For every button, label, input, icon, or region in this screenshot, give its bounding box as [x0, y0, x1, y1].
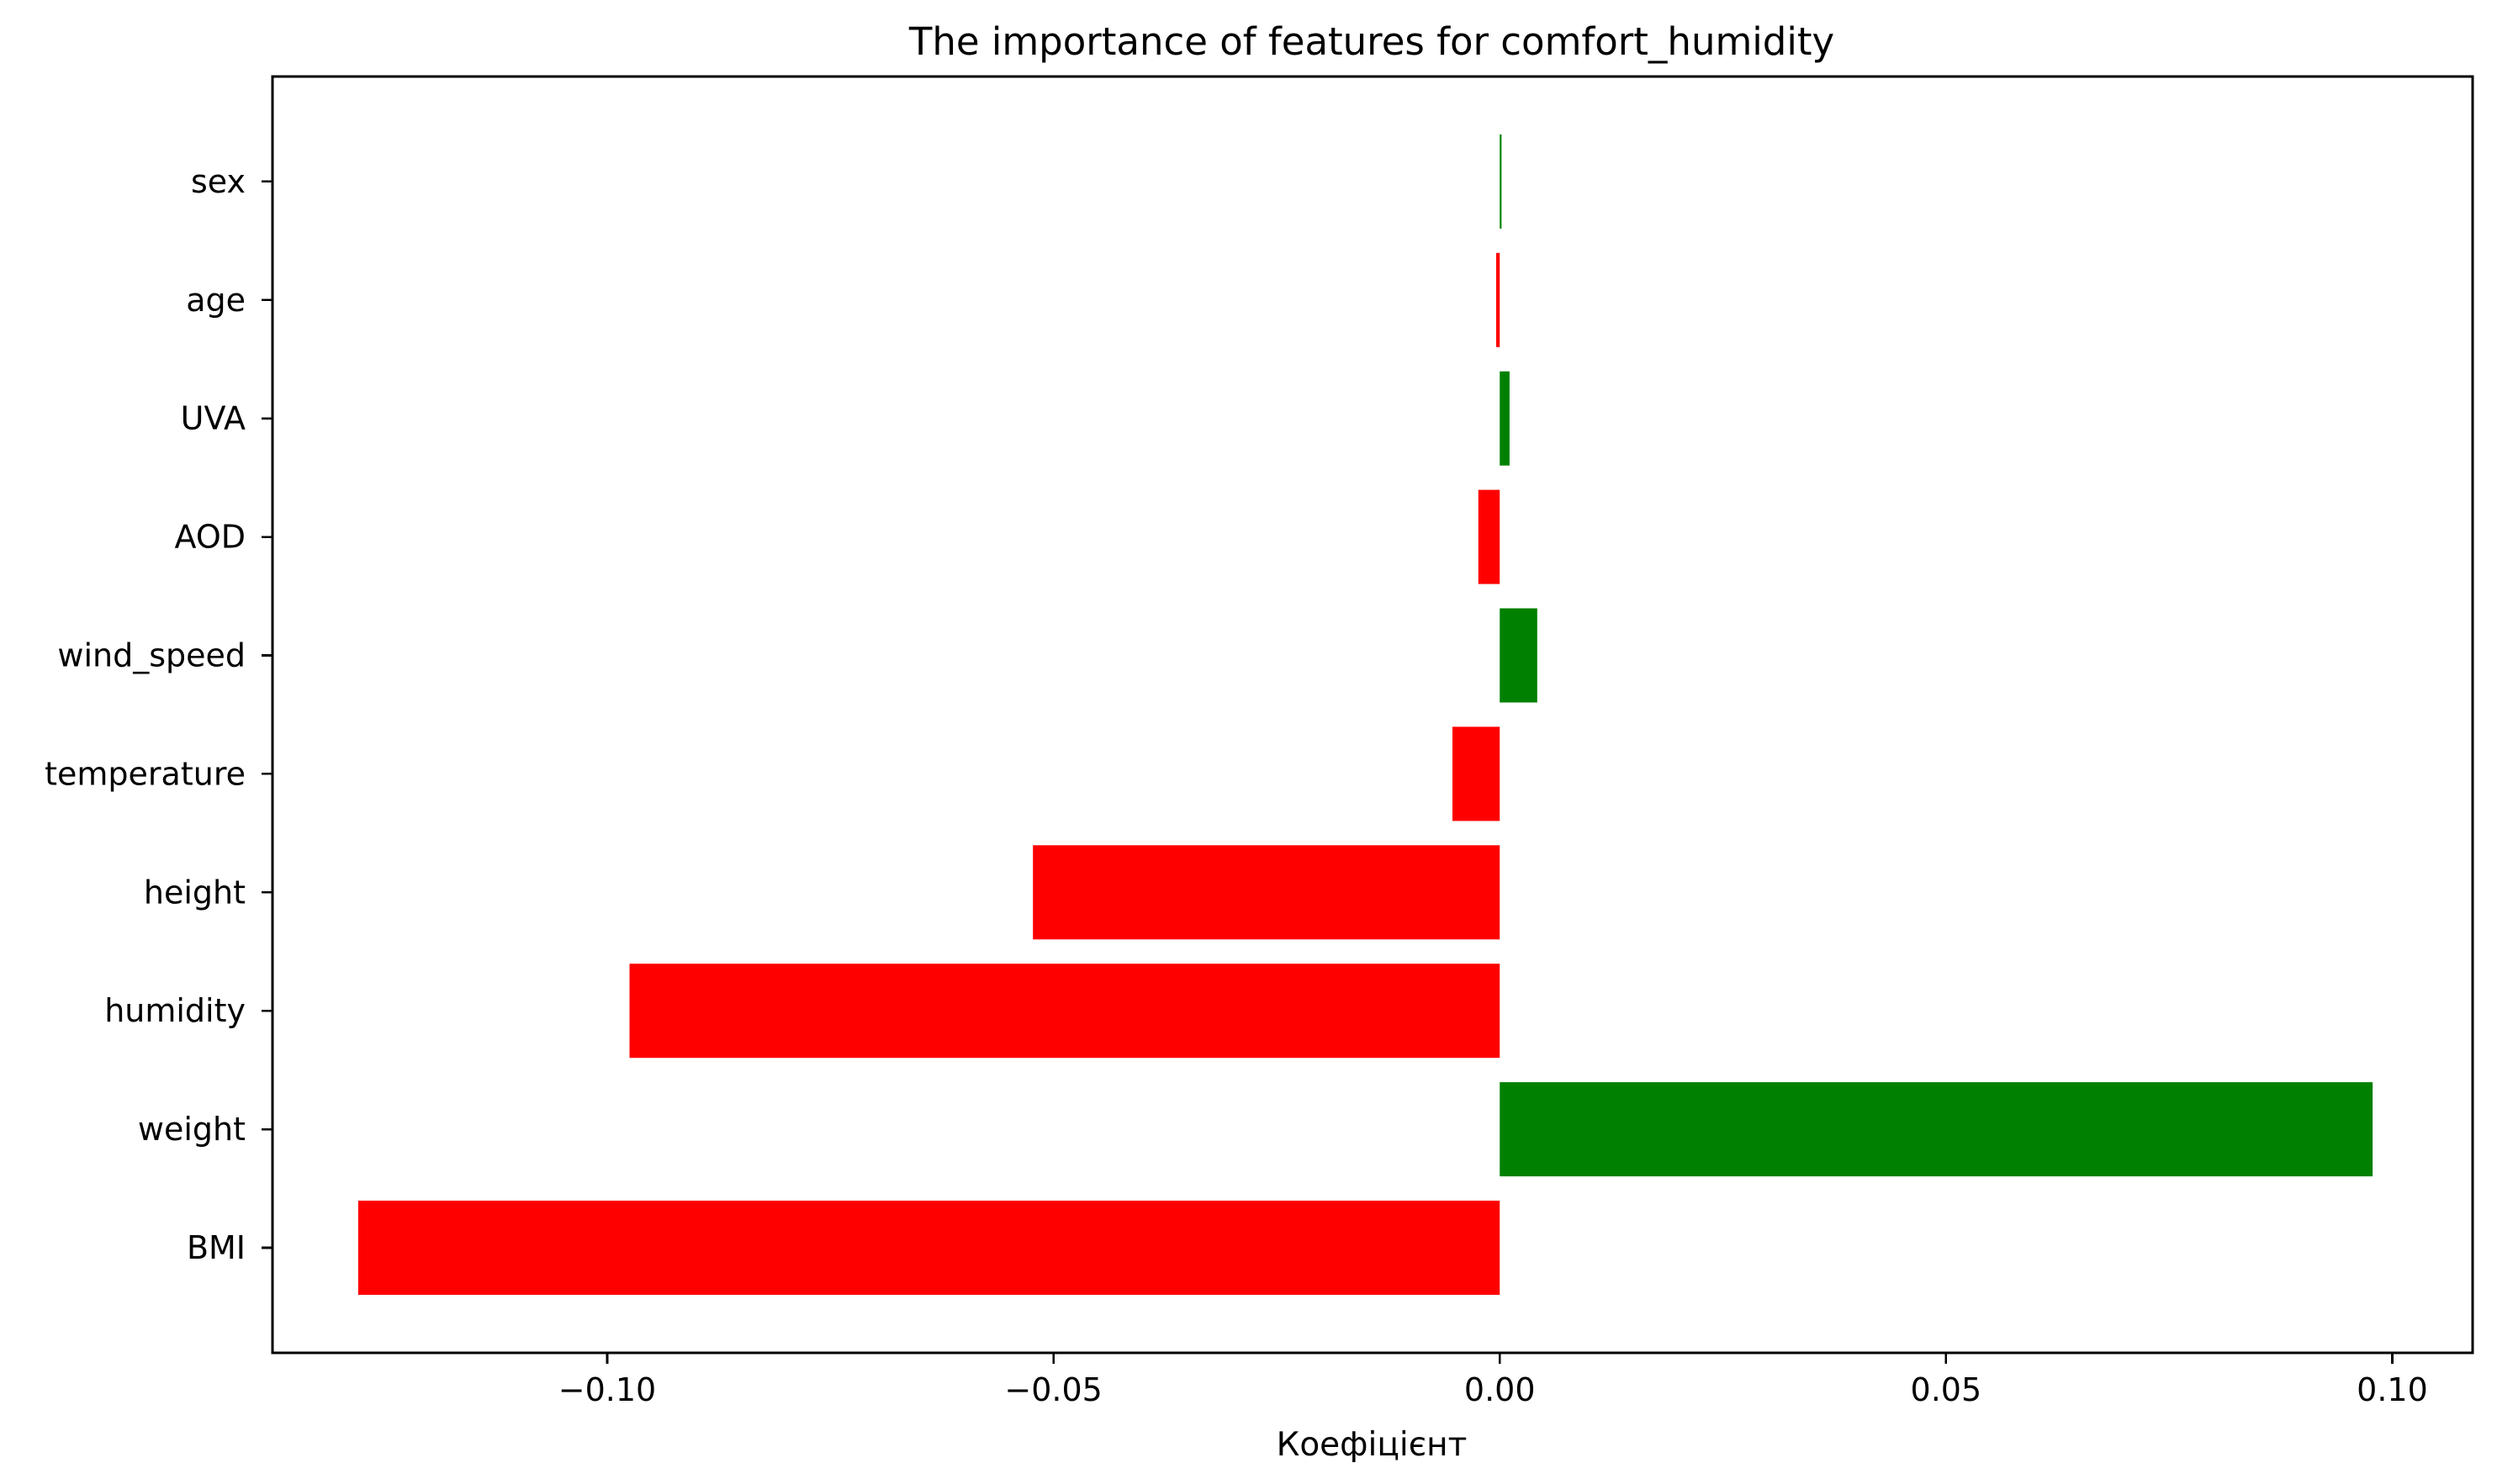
bar-humidity [629, 964, 1500, 1059]
y-tick-label-humidity: humidity [104, 992, 246, 1029]
x-tick-label-4: 0.10 [2357, 1371, 2428, 1408]
bar-uva [1500, 371, 1510, 466]
bar-height [1033, 845, 1500, 940]
x-axis-label: Коефіцієнт [1277, 1426, 1468, 1464]
bars-layer [357, 134, 2373, 1295]
y-tick-label-uva: UVA [181, 400, 246, 437]
bar-wind-speed [1500, 608, 1537, 703]
bar-bmi [357, 1201, 1500, 1295]
y-axis-ticks: BMI weight humidity height temperature wind_s… [45, 163, 272, 1266]
x-tick-label-3: 0.05 [1911, 1371, 1982, 1408]
plot-frame [271, 75, 2474, 1355]
y-tick-label-aod: AOD [175, 519, 246, 556]
x-tick-label-0: −0.10 [558, 1371, 656, 1408]
x-tick-label-1: −0.05 [1004, 1371, 1102, 1408]
y-tick-label-sex: sex [191, 163, 246, 200]
y-tick-label-age: age [186, 282, 246, 319]
bar-temperature [1452, 726, 1500, 821]
y-tick-label-bmi: BMI [187, 1229, 246, 1266]
y-tick-label-height: height [144, 874, 246, 911]
bar-aod [1478, 489, 1500, 584]
bar-sex [1500, 134, 1502, 229]
bar-age [1495, 252, 1500, 347]
bar-weight [1500, 1082, 2373, 1177]
y-tick-label-temperature: temperature [45, 755, 246, 792]
y-tick-label-wind-speed: wind_speed [57, 637, 246, 674]
chart-title: The importance of features for comfort_h… [908, 19, 1834, 64]
x-tick-label-2: 0.00 [1464, 1371, 1536, 1408]
y-tick-label-weight: weight [138, 1111, 246, 1148]
x-axis-ticks: −0.10 −0.05 0.00 0.05 0.10 [558, 1353, 2428, 1408]
